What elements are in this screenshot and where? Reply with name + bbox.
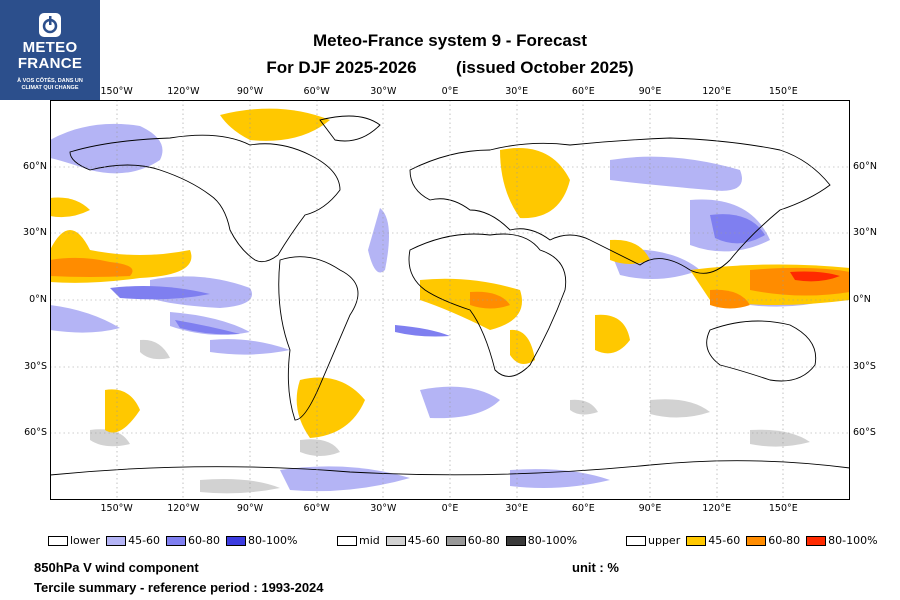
logo-brand: METEO FRANCE (0, 40, 100, 72)
lat-label: 30°S (24, 360, 47, 372)
variable-label: 850hPa V wind component (34, 560, 199, 575)
legend-lower-60-80-swatch (166, 535, 187, 546)
legend-lower-label: lower (70, 534, 101, 547)
legend-mid-60-80: 60-80 (467, 534, 500, 547)
lat-label: 30°N (23, 227, 47, 239)
lon-label: 90°E (638, 86, 662, 97)
lon-label: 90°W (236, 503, 264, 514)
lat-label: 30°S (853, 360, 876, 372)
lon-label: 30°W (370, 503, 397, 514)
lat-label: 0°N (29, 294, 47, 305)
legend-lower-80-100-swatch (226, 535, 247, 546)
coastlines (50, 115, 850, 476)
lon-label: 120°W (167, 503, 200, 514)
legend-lower-45-60: 45-60 (128, 534, 161, 547)
forecast-season: For DJF 2025-2026 (266, 58, 417, 77)
greenland-outline (319, 115, 381, 142)
lon-label: 60°W (303, 86, 330, 97)
lat-label: 60°N (23, 160, 47, 172)
legend-upper-swatch (626, 535, 646, 546)
lat-label: 60°S (24, 427, 47, 439)
australia-outline (706, 320, 817, 382)
lon-label: 30°E (505, 86, 529, 97)
lon-label: 30°W (370, 86, 397, 97)
south-america-outline (278, 256, 359, 421)
legend-upper-60-80: 60-80 (768, 534, 801, 547)
north-america-outline (69, 134, 341, 263)
logo-tagline: À VOS CÔTÉS, DANS UN CLIMAT QUI CHANGE (4, 78, 96, 92)
lat-label: 60°N (853, 160, 877, 172)
legend-upper-80-100-swatch (806, 535, 827, 546)
legend-lower-80-100: 80-100% (248, 534, 298, 547)
legend-upper-45-60-swatch (686, 535, 707, 546)
upper-tercile-80-100 (790, 271, 840, 282)
meteo-france-emblem-icon (39, 13, 61, 37)
lon-label: 60°E (571, 86, 595, 97)
legend-upper: upper 45-60 60-80 80-100% (626, 534, 884, 547)
legend-mid-80-100: 80-100% (527, 534, 578, 547)
legend-mid-80-100-swatch (505, 535, 526, 546)
lon-label: 150°E (768, 86, 798, 97)
mid-tercile-45-60 (90, 339, 810, 494)
map-frame (50, 100, 850, 500)
legend-lower-60-80: 60-80 (188, 534, 221, 547)
unit-label: unit : % (572, 560, 619, 575)
lon-label: 150°W (100, 86, 133, 97)
legend-mid-45-60: 45-60 (407, 534, 440, 547)
logo-tagline-line2: CLIMAT QUI CHANGE (21, 85, 79, 91)
legend-upper-45-60: 45-60 (708, 534, 741, 547)
legend-upper-label: upper (648, 534, 681, 547)
lon-label: 120°E (702, 86, 732, 97)
legend-upper-80-100: 80-100% (828, 534, 878, 547)
legend-mid-swatch (337, 535, 357, 546)
legend-upper-60-80-swatch (746, 535, 767, 546)
legend-mid-45-60-swatch (385, 535, 406, 546)
lon-label: 0°E (441, 503, 459, 514)
probability-shading (50, 108, 850, 494)
africa-outline (408, 233, 567, 377)
lon-label: 150°E (768, 503, 798, 514)
legend-mid: mid 45-60 60-80 80-100% (337, 534, 583, 547)
map-subtitle: For DJF 2025-2026 (issued October 2025) (220, 58, 680, 78)
lon-label: 60°W (303, 503, 330, 514)
meteo-france-logo: METEO FRANCE À VOS CÔTÉS, DANS UN CLIMAT… (0, 0, 100, 100)
lower-tercile-60-80 (110, 214, 765, 337)
lat-label: 30°N (853, 227, 877, 239)
legend-lower: lower 45-60 60-80 80-100% (48, 534, 303, 547)
lon-label: 60°E (571, 503, 595, 514)
lon-label: 90°W (236, 86, 264, 97)
legend-mid-60-80-swatch (445, 535, 466, 546)
lon-label: 30°E (505, 503, 529, 514)
lat-label: 0°N (853, 294, 871, 305)
map-title: Meteo-France system 9 - Forecast (313, 31, 587, 50)
lon-label: 90°E (638, 503, 662, 514)
legend-mid-label: mid (359, 534, 380, 547)
graticule (50, 100, 850, 500)
legend-lower-45-60-swatch (106, 535, 127, 546)
lon-label: 120°E (702, 503, 732, 514)
logo-brand-line1: METEO (22, 39, 78, 56)
lon-label: 0°E (441, 86, 459, 97)
eurasia-outline (409, 137, 831, 274)
logo-tagline-line1: À VOS CÔTÉS, DANS UN (17, 78, 83, 84)
tercile-map (50, 100, 850, 500)
lon-label: 150°W (100, 503, 133, 514)
logo-brand-line2: FRANCE (17, 55, 83, 72)
tercile-summary-label: Tercile summary - reference period : 199… (34, 580, 324, 595)
issue-date: (issued October 2025) (456, 58, 634, 77)
antarctica-outline (50, 460, 850, 476)
lat-label: 60°S (853, 427, 876, 439)
lon-label: 120°W (167, 86, 200, 97)
legend-lower-swatch (48, 535, 68, 546)
